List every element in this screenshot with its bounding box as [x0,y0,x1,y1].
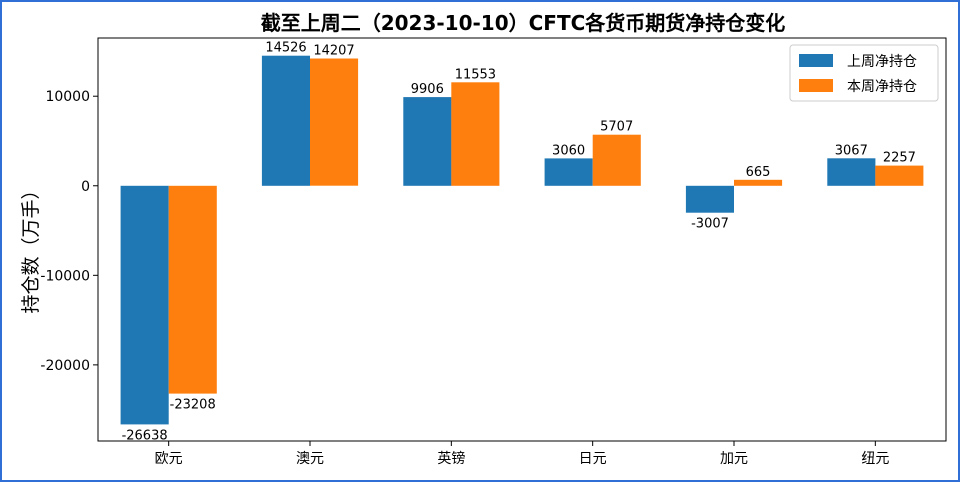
y-tick-label: 0 [81,179,90,195]
data-label: 14207 [313,44,354,59]
x-tick-label: 纽元 [861,451,889,467]
y-axis-ticks: -20000 -10000 0 10000 [40,89,98,374]
chart-title: 截至上周二（2023-10-10）CFTC各货币期货净持仓变化 [261,11,786,35]
bars-group: -26638-23208 14526 14207 9906 11553 3060 5707 -… [120,41,924,443]
data-label: 2257 [883,151,916,166]
legend: 上周净持仓 本周净持仓 [789,44,939,102]
legend-swatch-this-week [799,79,833,92]
legend-label-last-week: 上周净持仓 [847,54,917,70]
x-tick-label: 日元 [579,451,607,467]
data-label: 9906 [411,82,444,97]
bar-last-week [403,97,452,186]
bar-last-week [827,158,876,186]
data-label: 3067 [835,143,868,158]
data-label: 3060 [552,143,585,158]
x-tick-label: 欧元 [155,451,183,467]
legend-label-this-week: 本周净持仓 [847,79,917,95]
y-axis-label: 持仓数（万手） [20,180,42,313]
data-label: 665 [746,165,771,180]
data-label: 14526 [265,41,306,56]
x-tick-label: 英镑 [437,450,465,467]
bar-this-week [168,185,217,394]
bar-this-week [875,165,924,186]
bar-last-week [261,55,310,186]
x-tick-label: 澳元 [296,451,324,467]
bar-this-week [592,134,641,186]
data-label: 5707 [600,120,633,135]
x-axis-ticks: 欧元 澳元 英镑 日元 加元 纽元 [155,441,889,467]
y-tick-label: -10000 [40,268,90,284]
bar-this-week [451,82,500,186]
y-tick-label: 10000 [45,89,90,105]
bar-last-week [544,158,593,186]
legend-swatch-last-week [799,54,833,67]
bar-last-week [120,185,169,425]
plot-area [97,37,947,442]
bar-this-week [310,58,359,186]
data-label: -23208 [170,398,216,413]
data-label: -26638 [122,428,168,443]
bar-this-week [734,179,783,186]
x-tick-label: 加元 [720,451,748,467]
bar-last-week [685,185,734,213]
data-label: -3007 [691,217,729,232]
data-label: 11553 [455,67,496,82]
y-tick-label: -20000 [40,358,90,374]
